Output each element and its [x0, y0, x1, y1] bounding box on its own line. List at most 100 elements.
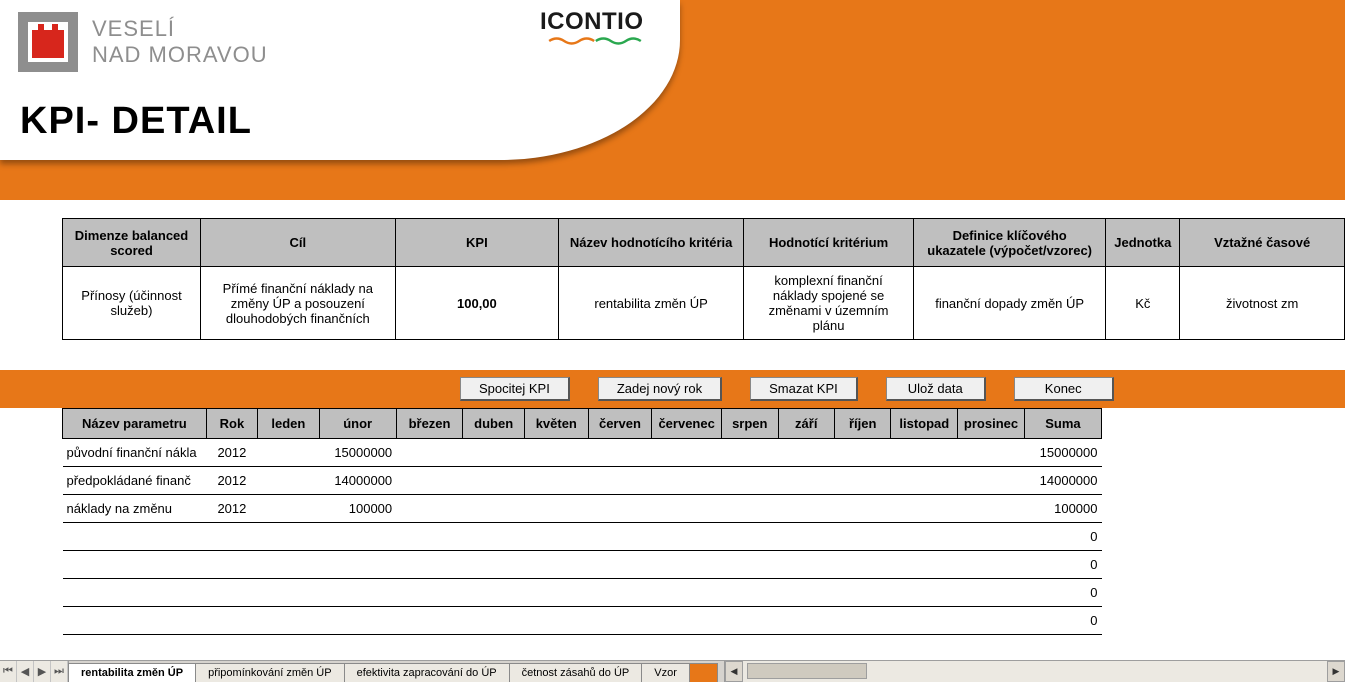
- param-cell[interactable]: 0: [1024, 551, 1101, 579]
- delete-kpi-button[interactable]: Smazat KPI: [750, 377, 858, 401]
- param-cell[interactable]: [722, 467, 778, 495]
- param-cell[interactable]: [958, 467, 1025, 495]
- param-cell[interactable]: 15000000: [319, 439, 396, 467]
- param-cell[interactable]: [891, 551, 958, 579]
- param-cell[interactable]: [722, 579, 778, 607]
- kpi-data-cell[interactable]: 100,00: [395, 267, 559, 340]
- param-cell[interactable]: [958, 523, 1025, 551]
- param-cell[interactable]: [891, 579, 958, 607]
- param-cell[interactable]: [463, 439, 525, 467]
- param-cell[interactable]: [891, 523, 958, 551]
- param-cell[interactable]: [258, 607, 320, 635]
- param-cell[interactable]: [722, 607, 778, 635]
- param-cell[interactable]: [206, 579, 257, 607]
- param-cell[interactable]: [834, 495, 890, 523]
- param-cell[interactable]: [588, 607, 652, 635]
- param-cell[interactable]: [396, 467, 463, 495]
- param-cell[interactable]: [258, 439, 320, 467]
- param-cell[interactable]: [652, 607, 722, 635]
- scroll-thumb[interactable]: [747, 663, 867, 679]
- param-cell[interactable]: [319, 523, 396, 551]
- kpi-data-cell[interactable]: Přímé finanční náklady na změny ÚP a pos…: [201, 267, 396, 340]
- param-cell[interactable]: [834, 579, 890, 607]
- sheet-tab[interactable]: rentabilita změn ÚP: [68, 663, 196, 682]
- param-cell[interactable]: [463, 495, 525, 523]
- param-cell[interactable]: [891, 439, 958, 467]
- param-cell[interactable]: 100000: [1024, 495, 1101, 523]
- param-cell[interactable]: [319, 551, 396, 579]
- kpi-data-cell[interactable]: životnost zm: [1180, 267, 1345, 340]
- param-cell[interactable]: [722, 439, 778, 467]
- kpi-data-cell[interactable]: finanční dopady změn ÚP: [914, 267, 1106, 340]
- param-cell[interactable]: [524, 467, 588, 495]
- scroll-left-icon[interactable]: ◀: [725, 661, 743, 682]
- param-cell[interactable]: [834, 523, 890, 551]
- param-cell[interactable]: [834, 439, 890, 467]
- param-cell[interactable]: [958, 551, 1025, 579]
- sheet-tab[interactable]: Vzor: [641, 663, 690, 682]
- param-cell[interactable]: [834, 551, 890, 579]
- param-cell[interactable]: [722, 523, 778, 551]
- param-cell[interactable]: [722, 551, 778, 579]
- param-cell[interactable]: [891, 467, 958, 495]
- param-cell[interactable]: [258, 495, 320, 523]
- param-cell[interactable]: [958, 495, 1025, 523]
- param-cell[interactable]: [396, 551, 463, 579]
- param-cell[interactable]: [778, 579, 834, 607]
- new-year-button[interactable]: Zadej nový rok: [598, 377, 722, 401]
- param-cell[interactable]: [524, 551, 588, 579]
- param-cell[interactable]: [463, 551, 525, 579]
- param-cell[interactable]: [396, 579, 463, 607]
- param-cell[interactable]: 100000: [319, 495, 396, 523]
- param-cell[interactable]: [258, 467, 320, 495]
- param-cell[interactable]: [778, 467, 834, 495]
- param-cell[interactable]: [396, 495, 463, 523]
- param-cell[interactable]: 0: [1024, 523, 1101, 551]
- param-cell[interactable]: [206, 551, 257, 579]
- param-cell[interactable]: [524, 607, 588, 635]
- param-cell[interactable]: [891, 495, 958, 523]
- sheet-tab[interactable]: připomínkování změn ÚP: [195, 663, 345, 682]
- param-cell[interactable]: [778, 551, 834, 579]
- param-cell[interactable]: [588, 467, 652, 495]
- param-cell[interactable]: [958, 579, 1025, 607]
- param-cell[interactable]: [206, 523, 257, 551]
- param-cell[interactable]: 0: [1024, 607, 1101, 635]
- param-cell[interactable]: [524, 523, 588, 551]
- param-cell[interactable]: [652, 439, 722, 467]
- param-cell[interactable]: [778, 607, 834, 635]
- param-cell[interactable]: [778, 439, 834, 467]
- param-cell[interactable]: [396, 607, 463, 635]
- param-cell[interactable]: náklady na změnu: [63, 495, 207, 523]
- kpi-data-cell[interactable]: Přínosy (účinnost služeb): [63, 267, 201, 340]
- param-cell[interactable]: [958, 439, 1025, 467]
- sheet-tab[interactable]: efektivita zapracování do ÚP: [344, 663, 510, 682]
- param-cell[interactable]: [463, 467, 525, 495]
- kpi-data-cell[interactable]: Kč: [1106, 267, 1180, 340]
- param-cell[interactable]: [524, 439, 588, 467]
- param-cell[interactable]: [652, 579, 722, 607]
- param-cell[interactable]: 2012: [206, 495, 257, 523]
- sheet-nav-last-icon[interactable]: ⏭: [51, 661, 68, 682]
- param-cell[interactable]: 15000000: [1024, 439, 1101, 467]
- param-cell[interactable]: [463, 523, 525, 551]
- param-cell[interactable]: [258, 579, 320, 607]
- param-cell[interactable]: [463, 579, 525, 607]
- param-cell[interactable]: [319, 579, 396, 607]
- param-cell[interactable]: [652, 551, 722, 579]
- param-cell[interactable]: [206, 607, 257, 635]
- param-cell[interactable]: [652, 495, 722, 523]
- param-cell[interactable]: [63, 607, 207, 635]
- param-cell[interactable]: [588, 579, 652, 607]
- param-cell[interactable]: [258, 551, 320, 579]
- param-cell[interactable]: [588, 523, 652, 551]
- param-cell[interactable]: 14000000: [319, 467, 396, 495]
- param-cell[interactable]: [588, 495, 652, 523]
- sheet-nav-next-icon[interactable]: ▶: [34, 661, 51, 682]
- param-cell[interactable]: [396, 439, 463, 467]
- param-cell[interactable]: [524, 495, 588, 523]
- param-cell[interactable]: [778, 523, 834, 551]
- param-cell[interactable]: [396, 523, 463, 551]
- param-cell[interactable]: [652, 467, 722, 495]
- sheet-nav-prev-icon[interactable]: ◀: [17, 661, 34, 682]
